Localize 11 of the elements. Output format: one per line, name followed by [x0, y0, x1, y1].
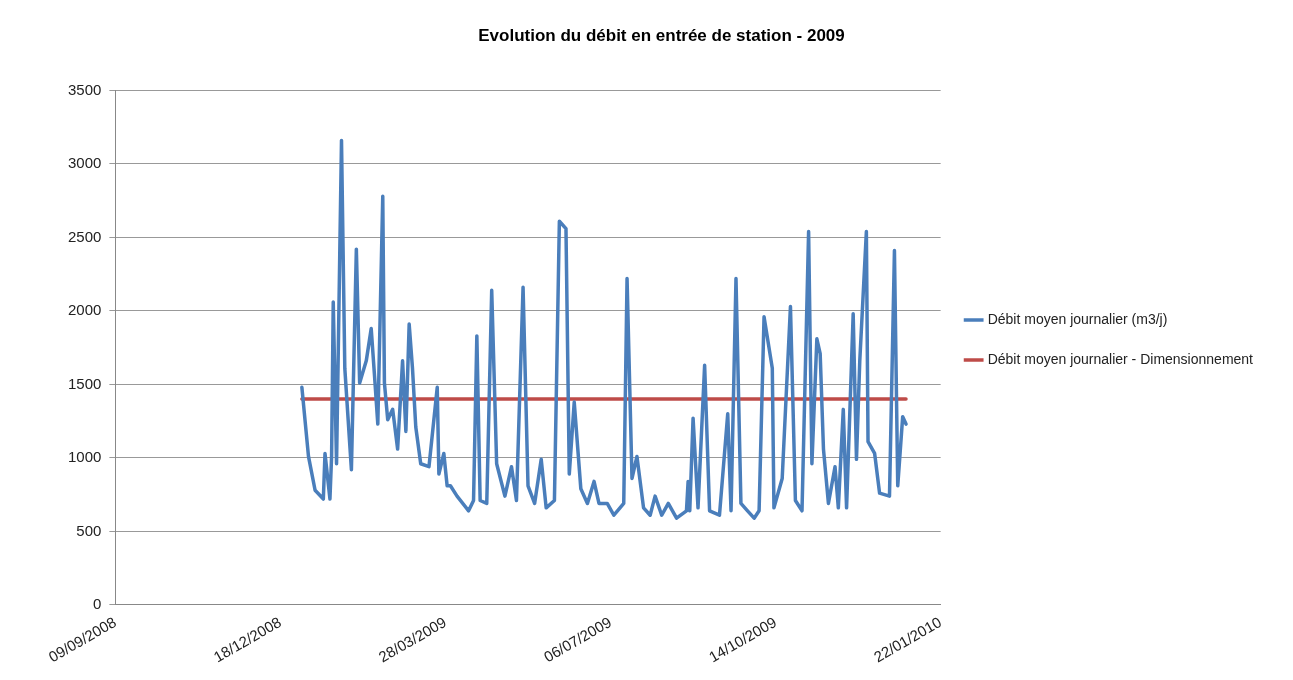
y-tick-label: 0 [93, 595, 102, 613]
legend-label: Débit moyen journalier (m3/j) [987, 310, 1168, 327]
legend-label: Débit moyen journalier - Dimensionnement [987, 350, 1254, 367]
y-tick-label: 3000 [67, 154, 102, 172]
y-tick-label: 2500 [67, 227, 102, 245]
y-tick-label: 1000 [67, 448, 102, 466]
y-tick-label: 1500 [67, 374, 102, 392]
chart-title: Evolution du débit en entrée de station - 2009 [478, 25, 845, 45]
y-tick-label: 2000 [67, 301, 102, 319]
y-tick-label: 500 [76, 521, 102, 539]
y-tick-label: 3500 [67, 80, 102, 98]
